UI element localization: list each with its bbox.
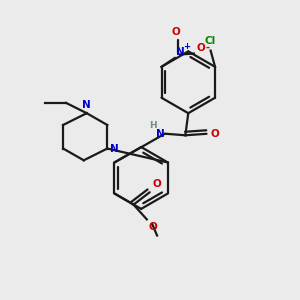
Text: N: N — [82, 100, 91, 110]
Text: O: O — [152, 179, 161, 189]
Text: -: - — [205, 43, 209, 53]
Text: N: N — [156, 129, 165, 139]
Text: O: O — [210, 129, 219, 139]
Text: O: O — [196, 43, 205, 53]
Text: N: N — [176, 46, 185, 56]
Text: +: + — [184, 42, 190, 51]
Text: O: O — [148, 222, 157, 232]
Text: O: O — [172, 27, 181, 38]
Text: Cl: Cl — [204, 36, 215, 46]
Text: N: N — [110, 143, 118, 154]
Text: H: H — [149, 121, 157, 130]
